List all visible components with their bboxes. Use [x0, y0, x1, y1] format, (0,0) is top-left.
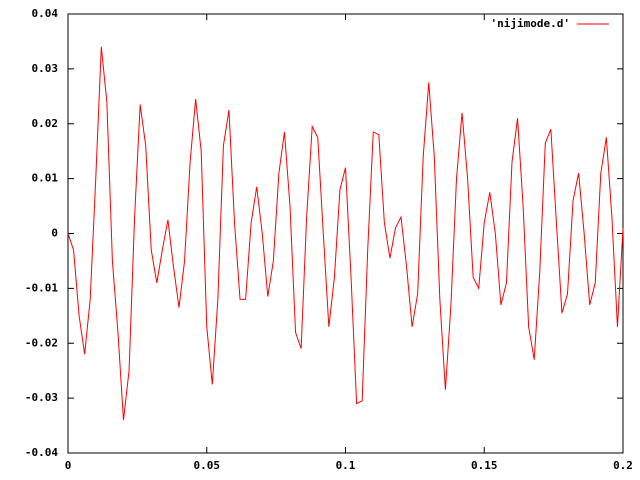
y-tick-label: 0.02 [32, 117, 59, 130]
data-line [67, 46, 624, 421]
y-tick-label: -0.03 [25, 391, 58, 404]
x-tick-label: 0.2 [613, 459, 633, 472]
x-tick-label: 0 [65, 459, 72, 472]
y-tick-label: 0.01 [32, 172, 59, 185]
x-tick-label: 0.05 [194, 459, 221, 472]
x-tick-label: 0.1 [336, 459, 356, 472]
x-tick-label: 0.15 [471, 459, 498, 472]
y-tick-label: -0.02 [25, 336, 58, 349]
y-tick-label: 0.04 [32, 7, 59, 20]
legend-label: 'nijimode.d' [491, 17, 570, 30]
y-tick-label: 0 [51, 227, 58, 240]
y-tick-label: -0.01 [25, 281, 58, 294]
plot-frame [67, 13, 624, 454]
y-tick-label: 0.03 [32, 62, 59, 75]
y-tick-label: -0.04 [25, 446, 58, 459]
